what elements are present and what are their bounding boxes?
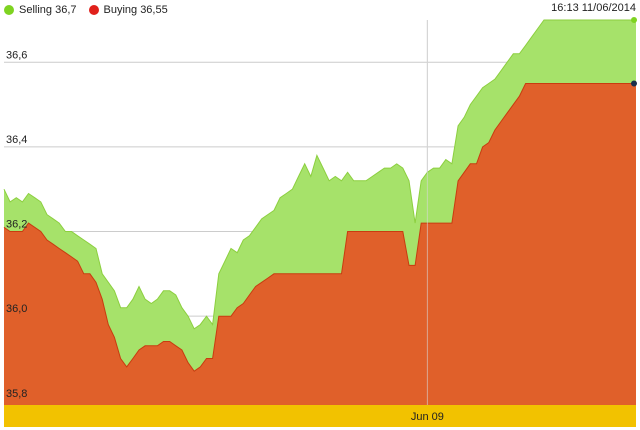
buying-end-marker [631, 80, 637, 87]
y-tick-labels: 35,8 36,0 36,2 36,4 36,6 [6, 49, 27, 399]
timestamp: 16:13 11/06/2014 [551, 2, 636, 14]
selling-dot-icon [4, 5, 14, 15]
area-series [3, 19, 636, 405]
legend-item-selling[interactable]: Selling 36,7 [4, 4, 77, 16]
x-tick-label: Jun 09 [411, 411, 444, 423]
timeline-band-rect [4, 405, 636, 427]
legend-label-selling: Selling 36,7 [19, 4, 77, 16]
buying-area [4, 83, 636, 405]
timeline-band: Jun 09 [4, 405, 636, 427]
selling-end-marker [631, 17, 637, 23]
end-markers [631, 17, 637, 87]
legend-item-buying[interactable]: Buying 36,55 [88, 4, 168, 16]
buying-dot-icon [88, 5, 99, 15]
legend: Selling 36,7 Buying 36,55 [4, 2, 180, 18]
legend-label-buying: Buying 36,55 [103, 4, 168, 16]
buying-line [3, 83, 636, 372]
y-tick-label-4: 36,6 [6, 49, 27, 61]
selling-line [3, 19, 636, 330]
y-tick-label-2: 36,2 [6, 219, 27, 231]
y-tick-label-3: 36,4 [6, 134, 27, 146]
y-tick-label-0: 35,8 [6, 388, 27, 400]
y-tick-label-1: 36,0 [6, 303, 27, 315]
